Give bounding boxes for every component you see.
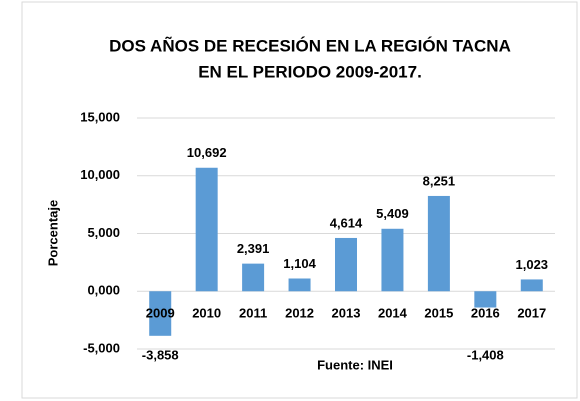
y-tick-label: -5,000 [83,340,120,355]
y-tick-label: 15,000 [80,109,120,124]
chart-title: EN EL PERIODO 2009-2017. [198,62,422,81]
data-label: 4,614 [330,215,363,230]
y-tick-label: 0,000 [87,283,120,298]
x-tick-label: 2012 [285,306,314,321]
y-tick-label: 10,000 [80,167,120,182]
data-label: 8,251 [423,173,456,188]
data-label: 1,023 [516,257,549,272]
data-label: -3,858 [142,348,179,363]
bar [427,195,450,292]
x-tick-label: 2014 [378,306,408,321]
x-tick-label: 2013 [332,306,361,321]
bar [195,167,218,292]
y-axis-label: Porcentaje [45,200,60,266]
data-label: 10,692 [187,145,227,160]
chart-title: DOS AÑOS DE RECESIÓN EN LA REGIÓN TACNA [109,35,511,55]
chart-frame [21,1,578,399]
y-tick-label: 5,000 [87,225,120,240]
bar [335,237,357,292]
x-tick-label: 2010 [192,306,221,321]
bar [288,278,311,292]
x-tick-label: 2011 [239,306,267,321]
data-label: 5,409 [376,206,409,221]
data-label: 1,104 [283,256,316,271]
annotation: Fuente: INEI [317,357,393,372]
bar [474,291,497,308]
x-tick-label: 2017 [517,306,546,321]
bar [520,279,543,292]
x-tick-label: 2016 [471,306,500,321]
data-label: 2,391 [237,241,270,256]
x-tick-label: 2015 [424,306,453,321]
data-label: -1,408 [467,348,504,363]
bar [149,291,172,336]
bar [242,263,265,292]
bar [381,228,404,292]
x-tick-label: 2009 [146,306,175,321]
